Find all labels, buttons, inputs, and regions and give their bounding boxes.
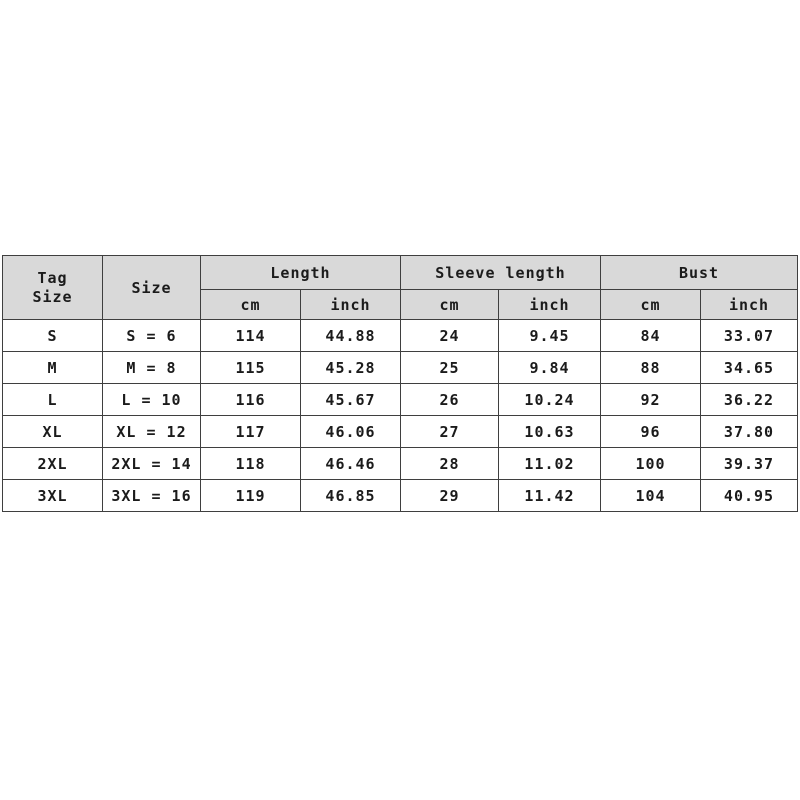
cell-tag-size: S — [2, 319, 103, 352]
cell-sleeve-cm: 24 — [400, 319, 499, 352]
cell-length-cm: 117 — [200, 415, 301, 448]
cell-size: 2XL = 14 — [102, 447, 201, 480]
table-row: L L = 10 116 45.67 26 10.24 92 36.22 — [2, 383, 798, 416]
header-group-row: Tag Size Size Length Sleeve length Bust — [2, 255, 798, 320]
cell-bust-cm: 88 — [600, 351, 701, 384]
cell-length-inch: 45.28 — [300, 351, 401, 384]
cell-bust-inch: 39.37 — [700, 447, 798, 480]
cell-bust-cm: 92 — [600, 383, 701, 416]
cell-length-cm: 118 — [200, 447, 301, 480]
cell-sleeve-inch: 11.02 — [498, 447, 601, 480]
cell-length-inch: 46.85 — [300, 479, 401, 512]
cell-sleeve-inch: 10.24 — [498, 383, 601, 416]
cell-sleeve-cm: 25 — [400, 351, 499, 384]
table-row: XL XL = 12 117 46.06 27 10.63 96 37.80 — [2, 415, 798, 448]
cell-tag-size: XL — [2, 415, 103, 448]
cell-size: M = 8 — [102, 351, 201, 384]
cell-length-inch: 46.46 — [300, 447, 401, 480]
cell-sleeve-inch: 11.42 — [498, 479, 601, 512]
sleeve-inch-header: inch — [498, 289, 601, 320]
cell-length-cm: 115 — [200, 351, 301, 384]
cell-bust-cm: 100 — [600, 447, 701, 480]
cell-bust-cm: 104 — [600, 479, 701, 512]
cell-bust-inch: 34.65 — [700, 351, 798, 384]
cell-bust-cm: 84 — [600, 319, 701, 352]
length-cm-header: cm — [200, 289, 301, 320]
header-unit-row: cm inch cm inch cm inch — [3, 289, 798, 320]
table-row: 2XL 2XL = 14 118 46.46 28 11.02 100 39.3… — [2, 447, 798, 480]
cell-length-inch: 44.88 — [300, 319, 401, 352]
cell-length-cm: 116 — [200, 383, 301, 416]
cell-sleeve-cm: 28 — [400, 447, 499, 480]
cell-size: XL = 12 — [102, 415, 201, 448]
bust-inch-header: inch — [700, 289, 798, 320]
cell-size: S = 6 — [102, 319, 201, 352]
tag-size-header: Tag Size — [2, 255, 103, 320]
cell-bust-inch: 36.22 — [700, 383, 798, 416]
cell-sleeve-cm: 26 — [400, 383, 499, 416]
cell-sleeve-inch: 9.84 — [498, 351, 601, 384]
cell-bust-inch: 40.95 — [700, 479, 798, 512]
cell-bust-inch: 37.80 — [700, 415, 798, 448]
length-inch-header: inch — [300, 289, 401, 320]
table-row: S S = 6 114 44.88 24 9.45 84 33.07 — [2, 319, 798, 352]
cell-tag-size: M — [2, 351, 103, 384]
cell-tag-size: 3XL — [2, 479, 103, 512]
cell-sleeve-cm: 27 — [400, 415, 499, 448]
cell-bust-inch: 33.07 — [700, 319, 798, 352]
cell-tag-size: 2XL — [2, 447, 103, 480]
cell-length-inch: 45.67 — [300, 383, 401, 416]
bust-header: Bust — [600, 255, 798, 290]
cell-length-cm: 114 — [200, 319, 301, 352]
size-header: Size — [102, 255, 201, 320]
cell-size: 3XL = 16 — [102, 479, 201, 512]
cell-size: L = 10 — [102, 383, 201, 416]
cell-length-inch: 46.06 — [300, 415, 401, 448]
size-chart-table: Tag Size Size Length Sleeve length Bust … — [2, 255, 798, 512]
sleeve-cm-header: cm — [400, 289, 499, 320]
cell-bust-cm: 96 — [600, 415, 701, 448]
cell-sleeve-inch: 9.45 — [498, 319, 601, 352]
tag-size-header-line1: Tag — [37, 268, 68, 287]
tag-size-header-line2: Size — [32, 287, 73, 306]
cell-tag-size: L — [2, 383, 103, 416]
length-header: Length — [200, 255, 401, 290]
cell-sleeve-inch: 10.63 — [498, 415, 601, 448]
table-row: M M = 8 115 45.28 25 9.84 88 34.65 — [2, 351, 798, 384]
cell-sleeve-cm: 29 — [400, 479, 499, 512]
table-row: 3XL 3XL = 16 119 46.85 29 11.42 104 40.9… — [2, 479, 798, 512]
cell-length-cm: 119 — [200, 479, 301, 512]
bust-cm-header: cm — [600, 289, 701, 320]
sleeve-length-header: Sleeve length — [400, 255, 601, 290]
